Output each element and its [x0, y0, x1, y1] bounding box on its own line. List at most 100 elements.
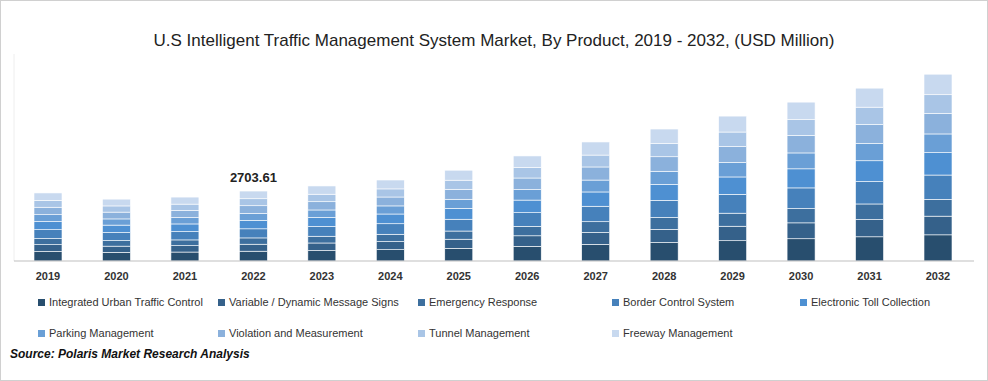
bar-segment	[787, 209, 815, 223]
bar-segment	[445, 231, 473, 239]
legend-swatch	[612, 330, 619, 337]
bar-segment	[582, 180, 610, 192]
bar-segment	[34, 230, 62, 239]
legend-swatch	[418, 299, 425, 306]
legend-label: Parking Management	[49, 327, 154, 339]
bar-segment	[445, 180, 473, 189]
bar-segment	[513, 190, 541, 201]
bar-segment	[924, 199, 952, 216]
bar-segment	[719, 162, 747, 176]
bar-segment	[102, 233, 130, 241]
bar-segment	[376, 224, 404, 235]
bar-segment	[924, 235, 952, 261]
bar-segment	[787, 135, 815, 152]
bar-segment	[34, 207, 62, 214]
bar-segment	[102, 252, 130, 261]
baseline	[14, 261, 974, 262]
bar-segment	[787, 120, 815, 136]
bar-segment	[171, 197, 199, 204]
bar-segment	[171, 252, 199, 261]
bar-segment	[719, 194, 747, 213]
bar-segment	[376, 206, 404, 214]
bar-segment	[308, 236, 336, 243]
bar-segment	[924, 134, 952, 153]
bar-segment	[102, 199, 130, 206]
bar-segment	[34, 215, 62, 222]
bar-segment	[513, 236, 541, 247]
x-tick-label: 2025	[447, 270, 471, 282]
bar-segment	[308, 250, 336, 261]
bar-segment	[719, 116, 747, 132]
bar-segment	[171, 211, 199, 218]
bar-segment	[445, 189, 473, 199]
bar-segment	[376, 242, 404, 250]
bar-segment	[582, 192, 610, 206]
bar-segment	[582, 155, 610, 167]
bar-segment	[171, 232, 199, 240]
bar-segment	[582, 222, 610, 233]
bar-segment	[376, 189, 404, 197]
bar-segment	[513, 200, 541, 213]
bars	[34, 74, 952, 261]
bar-segment	[650, 229, 678, 242]
bar-segment	[582, 167, 610, 180]
bar-segment	[376, 214, 404, 224]
bar-segment	[650, 200, 678, 217]
bar-segment	[34, 245, 62, 252]
bar-segment	[650, 157, 678, 172]
bar-segment	[513, 168, 541, 179]
source: Source: Polaris Market Research Analysis	[10, 347, 250, 361]
bar-segment	[513, 226, 541, 235]
bar-segment	[34, 200, 62, 207]
legend-label: Emergency Response	[429, 296, 537, 308]
bar-segment	[239, 213, 267, 220]
bar-segment	[308, 210, 336, 218]
bar-segment	[856, 143, 884, 160]
bar-segment	[445, 199, 473, 208]
bar-segment	[308, 243, 336, 251]
bar-segment	[445, 219, 473, 231]
bar-segment	[445, 170, 473, 180]
bar-segment	[856, 237, 884, 261]
bar-segment	[239, 191, 267, 199]
bar-segment	[102, 246, 130, 252]
bar-segment	[513, 213, 541, 227]
bar-segment	[719, 213, 747, 226]
bar-segment	[171, 246, 199, 252]
bar-segment	[513, 156, 541, 168]
bar-segment	[787, 153, 815, 169]
bar-segment	[376, 250, 404, 261]
x-tick-label: 2021	[173, 270, 197, 282]
bar-segment	[924, 175, 952, 199]
bar-segment	[239, 244, 267, 251]
x-tick-label: 2026	[515, 270, 539, 282]
bar-segment	[34, 239, 62, 245]
bar-segment	[513, 246, 541, 261]
x-tick-label: 2019	[36, 270, 60, 282]
bar-segment	[719, 132, 747, 146]
bar-segment	[171, 224, 199, 232]
y-axis-line	[14, 54, 15, 261]
bar-segment	[650, 217, 678, 229]
legend-label: Tunnel Management	[429, 327, 530, 339]
bar-segment	[239, 199, 267, 206]
bar-segment	[650, 243, 678, 261]
x-tick-label: 2030	[789, 270, 813, 282]
bar-segment	[650, 171, 678, 184]
bar-segment	[719, 226, 747, 240]
legend-swatch	[38, 299, 45, 306]
x-tick-label: 2032	[926, 270, 950, 282]
chart: U.S Intelligent Traffic Management Syste…	[0, 0, 988, 381]
bar-segment	[34, 193, 62, 200]
bar-segment	[719, 241, 747, 261]
bar-segment	[787, 223, 815, 239]
bar-segment	[308, 194, 336, 202]
x-tick-label: 2020	[104, 270, 128, 282]
bar-segment	[308, 202, 336, 210]
bar-segment	[308, 226, 336, 236]
bar-segment	[102, 212, 130, 219]
bar-segment	[376, 234, 404, 241]
bar-segment	[102, 225, 130, 232]
bar-segment	[376, 180, 404, 189]
bar-segment	[582, 142, 610, 155]
